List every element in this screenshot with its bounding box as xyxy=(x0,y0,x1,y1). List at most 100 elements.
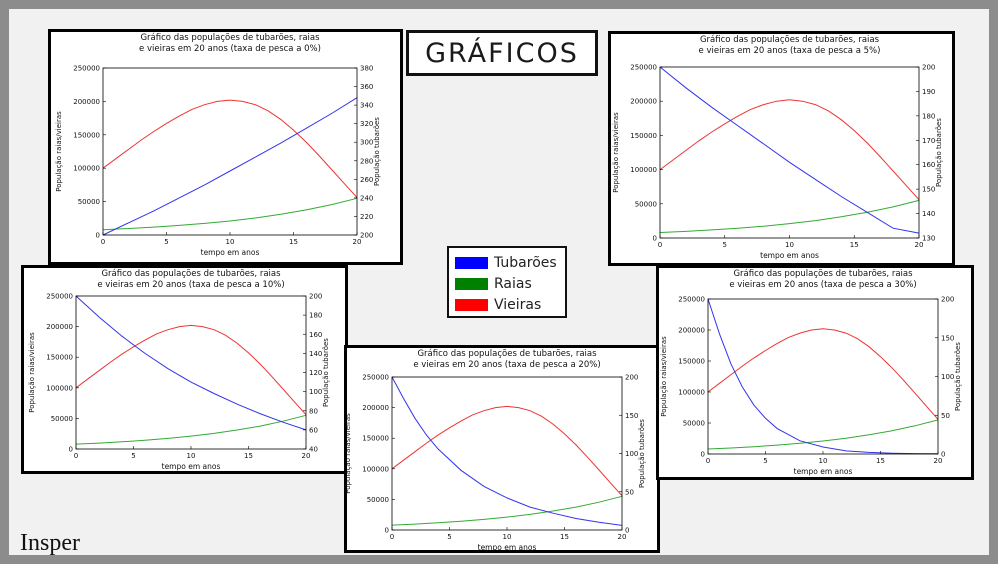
x-tick-label: 15 xyxy=(850,241,859,249)
chart-pesca-30: Gráfico das populações de tubarões, raia… xyxy=(656,265,974,480)
legend: Tubarões Raias Vieiras xyxy=(447,246,567,318)
x-axis-label: tempo em anos xyxy=(794,467,853,476)
y-left-tick-label: 150000 xyxy=(630,132,657,140)
series-line-raias xyxy=(102,197,358,231)
y-left-tick-label: 50000 xyxy=(51,415,73,423)
y-right-tick-label: 50 xyxy=(625,488,634,496)
x-tick-label: 0 xyxy=(74,452,78,460)
legend-label-tubaroes: Tubarões xyxy=(494,254,557,271)
chart-title-line: e vieiras em 20 anos (taxa de pesca a 10… xyxy=(97,280,284,290)
plot-area xyxy=(75,295,307,450)
x-tick-label: 15 xyxy=(560,533,569,541)
y-right-tick-label: 180 xyxy=(309,312,322,320)
y-left-tick-label: 200000 xyxy=(46,323,73,331)
y-left-axis-label: População raias/vieiras xyxy=(28,332,36,413)
x-tick-label: 10 xyxy=(187,452,196,460)
chart-title-line: Gráfico das populações de tubarões, raia… xyxy=(101,269,281,279)
x-tick-label: 5 xyxy=(164,238,168,246)
y-right-tick-label: 40 xyxy=(309,446,318,454)
y-right-tick-label: 160 xyxy=(309,331,322,339)
series-line-vieiras xyxy=(102,99,358,198)
y-left-tick-label: 0 xyxy=(96,232,100,240)
legend-swatch-raias xyxy=(455,277,488,290)
y-right-axis-label: População tubarões xyxy=(373,117,381,186)
chart-pesca-20: Gráfico das populações de tubarões, raia… xyxy=(344,345,660,553)
y-right-tick-label: 190 xyxy=(922,88,935,96)
series-line-raias xyxy=(391,495,623,526)
y-left-tick-label: 100000 xyxy=(678,389,705,397)
y-right-tick-label: 60 xyxy=(309,426,318,434)
y-left-tick-label: 200000 xyxy=(630,98,657,106)
y-right-tick-label: 260 xyxy=(360,176,373,184)
legend-swatch-vieiras xyxy=(455,298,488,311)
plot-area xyxy=(102,67,358,236)
legend-item-vieiras: Vieiras xyxy=(455,294,559,315)
x-tick-label: 10 xyxy=(226,238,235,246)
y-left-tick-label: 250000 xyxy=(678,296,705,304)
series-line-vieiras xyxy=(75,324,307,416)
x-tick-label: 20 xyxy=(915,241,924,249)
legend-label-vieiras: Vieiras xyxy=(494,296,542,313)
chart-pesca-10: Gráfico das populações de tubarões, raia… xyxy=(21,265,348,474)
chart-title-line: e vieiras em 20 anos (taxa de pesca a 5%… xyxy=(699,46,881,56)
chart-pesca-5: Gráfico das populações de tubarões, raia… xyxy=(608,31,955,266)
y-right-tick-label: 380 xyxy=(360,65,373,73)
y-right-tick-label: 150 xyxy=(922,186,935,194)
plot-area xyxy=(391,376,623,531)
y-left-axis-label: População raias/vieiras xyxy=(612,112,620,193)
x-axis-label: tempo em anos xyxy=(201,248,260,257)
y-right-tick-label: 180 xyxy=(922,112,935,120)
chart-svg: Gráfico das populações de tubarões, raia… xyxy=(28,269,330,471)
x-tick-label: 0 xyxy=(658,241,662,249)
y-left-axis-label: População raias/vieiras xyxy=(660,336,668,417)
x-tick-label: 0 xyxy=(101,238,105,246)
y-left-tick-label: 200000 xyxy=(678,327,705,335)
y-right-tick-label: 50 xyxy=(941,412,950,420)
y-left-tick-label: 150000 xyxy=(73,131,100,139)
chart-title-line: Gráfico das populações de tubarões, raia… xyxy=(417,349,597,359)
slide-title-text: GRÁFICOS xyxy=(425,37,579,69)
series-line-tubaroes xyxy=(75,295,307,431)
y-left-tick-label: 50000 xyxy=(367,496,389,504)
y-right-tick-label: 140 xyxy=(309,350,322,358)
y-right-tick-label: 220 xyxy=(360,213,373,221)
x-axis-label: tempo em anos xyxy=(162,462,221,471)
y-left-tick-label: 0 xyxy=(69,446,73,454)
y-left-tick-label: 250000 xyxy=(362,374,389,382)
y-left-tick-label: 50000 xyxy=(635,200,657,208)
chart-title-line: Gráfico das populações de tubarões, raia… xyxy=(733,269,913,279)
y-right-tick-label: 80 xyxy=(309,407,318,415)
y-left-tick-label: 150000 xyxy=(678,358,705,366)
x-tick-label: 15 xyxy=(244,452,253,460)
y-left-tick-label: 0 xyxy=(653,235,657,243)
y-right-axis-label: População tubarões xyxy=(935,118,943,187)
y-right-axis-label: População tubarões xyxy=(638,419,646,488)
y-right-tick-label: 240 xyxy=(360,194,373,202)
y-right-axis-label: População tubarões xyxy=(954,342,962,411)
series-line-tubaroes xyxy=(391,376,623,526)
series-line-raias xyxy=(659,199,920,233)
slide-title: GRÁFICOS xyxy=(406,30,598,76)
y-right-tick-label: 0 xyxy=(625,527,629,535)
chart-title-line: e vieiras em 20 anos (taxa de pesca a 30… xyxy=(729,280,916,290)
y-right-axis-label: População tubarões xyxy=(322,338,330,407)
y-left-tick-label: 100000 xyxy=(630,166,657,174)
y-right-tick-label: 100 xyxy=(625,450,638,458)
chart-pesca-0: Gráfico das populações de tubarões, raia… xyxy=(48,29,403,265)
y-left-axis-label: População raias/vieiras xyxy=(347,413,352,494)
x-tick-label: 15 xyxy=(289,238,298,246)
y-left-tick-label: 250000 xyxy=(630,64,657,72)
x-tick-label: 5 xyxy=(763,457,767,465)
series-line-vieiras xyxy=(659,99,920,201)
y-right-tick-label: 130 xyxy=(922,235,935,243)
chart-svg: Gráfico das populações de tubarões, raia… xyxy=(612,35,943,260)
y-right-tick-label: 200 xyxy=(309,293,322,301)
x-axis-label: tempo em anos xyxy=(478,543,537,550)
y-left-tick-label: 0 xyxy=(701,451,705,459)
y-left-tick-label: 100000 xyxy=(46,384,73,392)
series-line-tubaroes xyxy=(659,66,920,234)
y-right-tick-label: 160 xyxy=(922,161,935,169)
y-right-tick-label: 360 xyxy=(360,83,373,91)
x-tick-label: 5 xyxy=(723,241,727,249)
